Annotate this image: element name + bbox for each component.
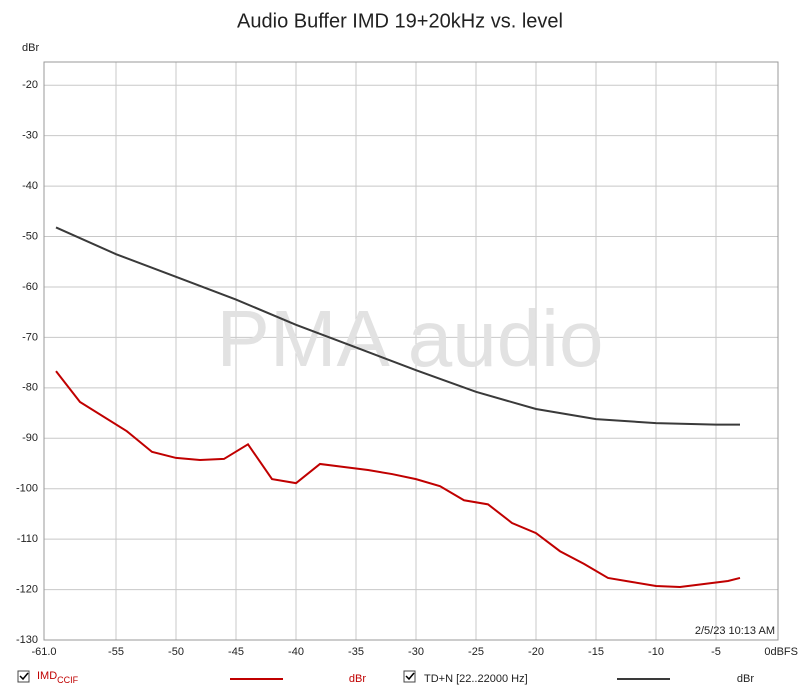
check-mark xyxy=(19,672,29,681)
y-tick-label: -90 xyxy=(22,432,38,444)
legend: IMDCCIF dBr TD+N [22..22000 Hz] dBr xyxy=(17,670,754,685)
x-tick-label: -15 xyxy=(588,646,604,658)
chart-title: Audio Buffer IMD 19+20kHz vs. level xyxy=(237,10,563,32)
legend-subscript: CCIF xyxy=(57,675,78,685)
x-tick-label: 0dBFS xyxy=(764,646,798,658)
series-line xyxy=(55,370,741,589)
check-mark xyxy=(405,672,415,681)
y-tick-label: -50 xyxy=(22,230,38,242)
plot-frame xyxy=(43,61,779,641)
y-tick-label: -130 xyxy=(16,634,38,646)
y-tick-label: -70 xyxy=(22,331,38,343)
x-tick-label: -5 xyxy=(711,646,721,658)
x-tick-label: -25 xyxy=(468,646,484,658)
checkbox[interactable] xyxy=(17,670,30,683)
y-tick-label: -120 xyxy=(16,583,38,595)
x-tick-label: -40 xyxy=(288,646,304,658)
legend-name: IMD xyxy=(37,670,57,682)
y-axis-label: dBr xyxy=(22,42,39,54)
x-tick-label: -20 xyxy=(528,646,544,658)
y-tick-label: -100 xyxy=(16,483,38,495)
series-line xyxy=(55,226,740,426)
timestamp: 2/5/23 10:13 AM xyxy=(695,625,775,637)
y-tick-label: -110 xyxy=(17,533,38,545)
x-tick-label: -10 xyxy=(648,646,664,658)
x-tick-label: -50 xyxy=(168,646,184,658)
legend-label: TD+N [22..22000 Hz] xyxy=(424,673,528,685)
x-tick-label: -55 xyxy=(108,646,124,658)
x-tick-label: -45 xyxy=(228,646,244,658)
legend-label: IMDCCIF xyxy=(37,670,79,685)
x-tick-label: -61.0 xyxy=(31,646,56,658)
checkbox[interactable] xyxy=(403,670,416,683)
x-tick-label: -30 xyxy=(408,646,424,658)
legend-unit: dBr xyxy=(349,673,366,685)
y-tick-label: -30 xyxy=(22,130,38,142)
x-tick-label: -35 xyxy=(348,646,364,658)
y-tick-label: -80 xyxy=(22,382,38,394)
watermark: PMA audio xyxy=(217,294,604,383)
y-tick-label: -40 xyxy=(22,180,38,192)
y-tick-label: -20 xyxy=(22,79,38,91)
y-tick-label: -60 xyxy=(22,281,38,293)
legend-unit: dBr xyxy=(737,673,754,685)
